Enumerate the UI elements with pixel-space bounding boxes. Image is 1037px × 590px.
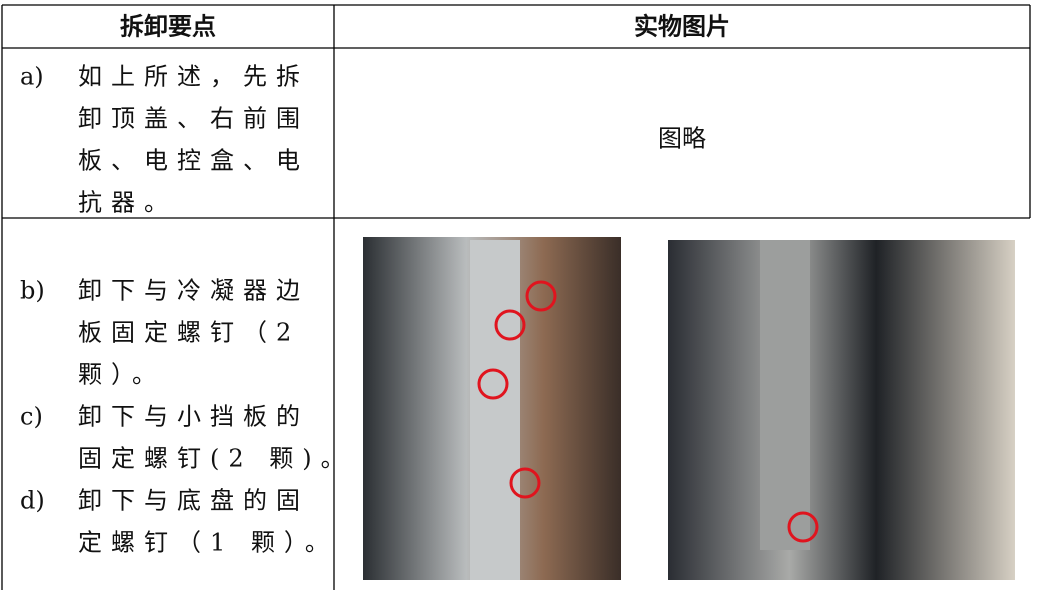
step-text: 卸下与底盘的固 (78, 487, 309, 515)
step-text: 抗器。 (78, 189, 177, 217)
header-cell: 实物图片 (634, 12, 730, 41)
step-label: c) (20, 403, 43, 431)
photo (668, 240, 1015, 580)
step-text: 卸下与冷凝器边 (78, 277, 309, 305)
photo (363, 237, 621, 580)
step-text: 卸顶盖、右前围 (78, 105, 309, 133)
step-label: a) (20, 63, 44, 91)
step-label: d) (20, 487, 45, 515)
table-borders (1, 4, 1031, 590)
header-cell: 拆卸要点 (120, 12, 216, 41)
step-text: 板固定螺钉（2 (78, 319, 300, 347)
step-label: b) (20, 277, 45, 305)
step-text: 板、电控盒、电 (78, 147, 309, 175)
step-text: 固定螺钉(2 颗)。 (78, 445, 354, 473)
step-text: 卸下与小挡板的 (78, 403, 309, 431)
step-text: 颗）。 (78, 361, 165, 389)
step-text: 如上所述，先拆 (78, 63, 309, 91)
picture-note: 图略 (658, 125, 706, 153)
step-text: 定螺钉（1 颗）。 (78, 529, 338, 557)
